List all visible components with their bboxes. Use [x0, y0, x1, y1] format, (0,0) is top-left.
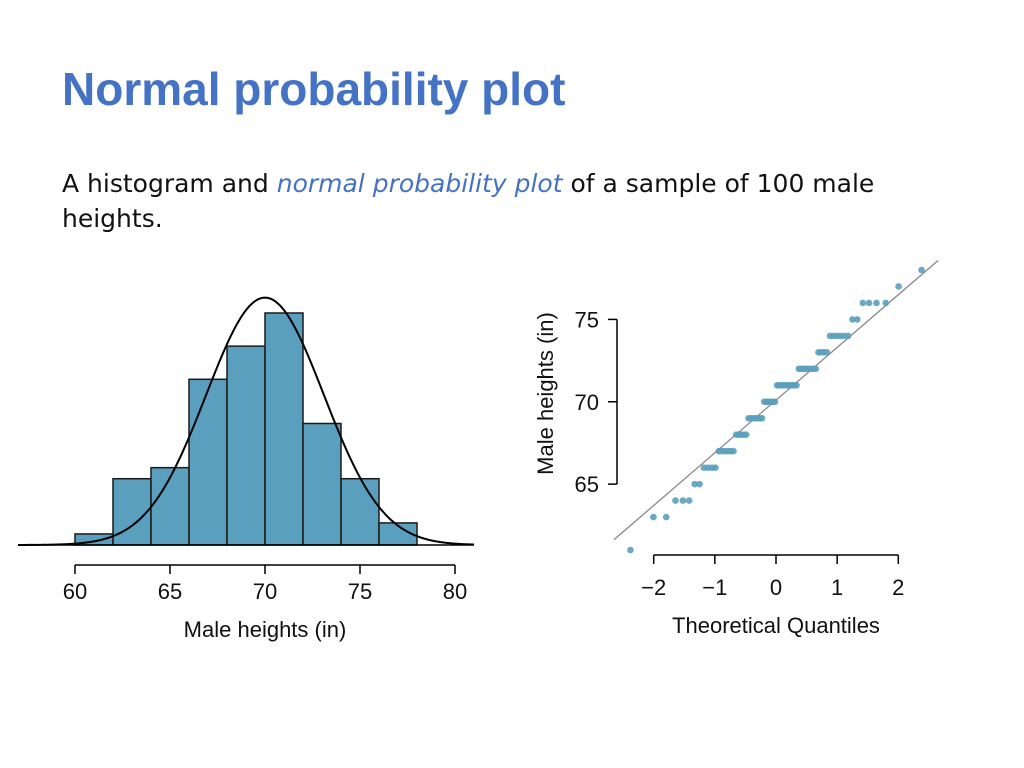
qq-x-axis-label: Theoretical Quantiles	[672, 613, 880, 638]
qq-point	[812, 365, 820, 373]
histogram-bar	[264, 312, 304, 546]
qq-point	[662, 513, 670, 521]
histogram-bar	[112, 477, 152, 546]
histogram-x-axis-label: Male heights (in)	[184, 617, 347, 642]
qq-point	[854, 316, 861, 323]
qq-x-tick-label: −1	[702, 575, 727, 600]
qq-x-tick-label: −2	[641, 575, 666, 600]
qq-x-tick-label: 1	[831, 575, 843, 600]
qq-point	[758, 414, 766, 422]
qq-x-tick-label: 0	[770, 575, 782, 600]
qq-point	[882, 299, 890, 307]
qq-point	[849, 316, 856, 323]
qq-point	[742, 431, 750, 439]
histogram-bar	[340, 477, 380, 546]
normal-density-curve	[18, 296, 475, 546]
qq-point	[873, 299, 880, 307]
qq-plot-chart: 65 70 75 −2 −1 0 1 2 Male heights (in) Theoret…	[533, 259, 939, 638]
qq-x-axis: −2 −1 0 1 2	[641, 554, 904, 600]
qq-point	[771, 398, 779, 406]
qq-point	[823, 349, 831, 356]
histogram-chart: 60 65 70 75 80 Male heights (in)	[18, 296, 475, 642]
qq-point	[844, 332, 852, 340]
slide-title: Normal probability plot	[62, 63, 566, 115]
qq-point	[679, 497, 687, 504]
histogram-bar	[226, 345, 266, 546]
body-text-prefix: A histogram and	[62, 169, 277, 198]
body-emphasis-link: normal probability plot	[276, 169, 563, 198]
slide-body: A histogram and normal probability plot …	[62, 166, 962, 236]
qq-points	[627, 266, 925, 554]
qq-point	[691, 480, 698, 488]
qq-y-axis-label: Male heights (in)	[533, 312, 558, 475]
histogram-x-axis: 60 65 70 75 80	[63, 564, 467, 604]
qq-point	[793, 381, 800, 389]
qq-point	[627, 546, 634, 554]
histogram-bar	[302, 422, 342, 546]
histogram-x-tick-label: 80	[443, 579, 467, 604]
qq-y-tick-label: 65	[575, 472, 599, 497]
qq-point	[918, 266, 925, 274]
histogram-x-tick-label: 65	[158, 579, 182, 604]
qq-point	[650, 513, 657, 521]
qq-point	[730, 447, 737, 455]
histogram-x-tick-label: 60	[63, 579, 87, 604]
qq-point	[865, 299, 873, 307]
qq-point	[712, 464, 719, 471]
histogram-bar	[188, 378, 228, 546]
histogram-bars	[74, 312, 418, 546]
body-text-suffix: of a sample of 100 male heights.	[62, 169, 875, 233]
qq-point	[895, 283, 902, 290]
histogram-x-tick-label: 70	[253, 579, 277, 604]
histogram-x-tick-label: 75	[348, 579, 372, 604]
qq-point	[672, 497, 679, 504]
qq-x-tick-label: 2	[892, 575, 904, 600]
qq-point	[859, 299, 867, 307]
qq-y-tick-label: 75	[575, 307, 599, 332]
qq-point	[696, 480, 703, 488]
qq-point	[685, 497, 693, 504]
qq-y-tick-label: 70	[575, 390, 599, 415]
qq-y-axis: 65 70 75	[575, 307, 618, 497]
